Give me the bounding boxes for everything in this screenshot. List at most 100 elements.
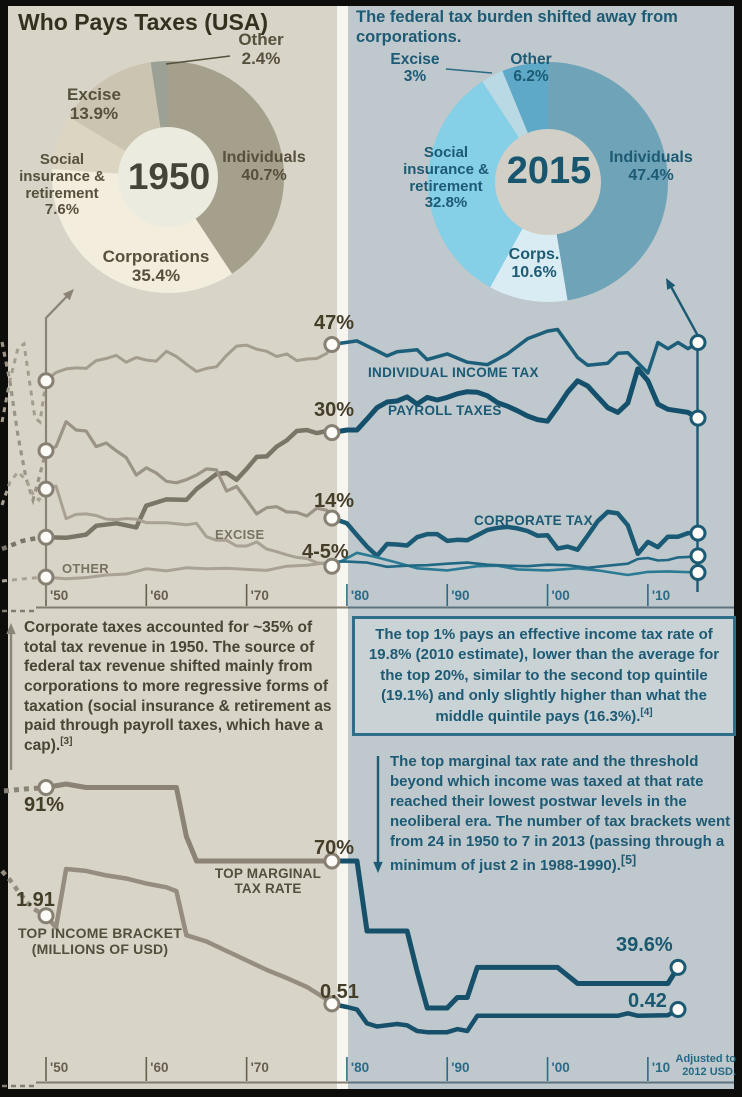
value-marginal-1980: 70%	[314, 837, 355, 859]
data-marker	[669, 1001, 687, 1018]
page-title: Who Pays Taxes (USA)	[18, 9, 269, 35]
axis-tick-label: '00	[551, 588, 570, 603]
line-corporate-tax-pre1980	[45, 420, 334, 519]
axis-tick-label: '10	[651, 1060, 671, 1075]
line-other-pre1980	[45, 560, 333, 581]
pie1950-year-label: 1950	[127, 156, 211, 197]
pie-slice-social-insurance-retirement	[427, 81, 548, 288]
pie2015-corps-label: Corps. 10.6%	[508, 246, 560, 281]
value-bracket-1950: 1.91	[16, 889, 55, 911]
pie2015-year-label: 2015	[506, 150, 592, 192]
data-marker	[669, 958, 687, 976]
data-marker	[37, 568, 55, 586]
pie-hole	[118, 127, 218, 227]
axis-tick-label: '90	[451, 1060, 470, 1075]
axis-tick-label: '50	[50, 1060, 69, 1075]
arrowhead-icon	[373, 861, 383, 873]
line-top-marginal-tax-rate-post1980	[331, 858, 681, 1011]
pre1950-dashed-stub	[3, 785, 41, 794]
highlight-box-top1pct: The top 1% pays an effective income tax …	[352, 616, 736, 737]
era-divider	[337, 6, 348, 1089]
right-panel-title: The federal tax burden shifted away from…	[356, 8, 678, 47]
data-marker	[37, 528, 55, 546]
note-top-marginal-rate: The top marginal tax rate and the thresh…	[390, 753, 731, 874]
data-marker	[37, 372, 55, 390]
data-marker	[37, 442, 55, 460]
value-marginal-1950: 91%	[24, 794, 65, 816]
data-marker	[323, 336, 341, 353]
line-top-marginal-tax-rate-pre1980	[45, 781, 332, 864]
pie1950-individuals-label: Individuals 40.7%	[222, 149, 306, 184]
pie-hole	[495, 129, 601, 235]
line-excise-pre1980	[45, 484, 333, 568]
pie2015-individuals-label: Individuals 47.4%	[609, 149, 693, 184]
data-marker	[689, 564, 707, 581]
arrowhead-icon	[6, 623, 16, 635]
pie1950-social-label: Social insurance & retirement 7.6%	[19, 151, 105, 219]
line-payroll-taxes-pre1980	[45, 427, 333, 541]
series-label-individual-income-tax: INDIVIDUAL INCOME TAX	[368, 365, 539, 380]
line-individual-income-tax-pre1980	[45, 343, 334, 382]
series-label-other: OTHER	[62, 561, 109, 576]
pie-slice-individuals	[548, 62, 668, 301]
value-marginal-2013: 39.6%	[616, 934, 673, 956]
axis-tick-label: '80	[350, 588, 370, 603]
data-marker	[323, 557, 341, 575]
axis-tick-label: '80	[350, 1060, 370, 1075]
axis-tick-label: '00	[551, 1060, 570, 1075]
arrowhead-icon	[666, 278, 676, 290]
axis-tick-label: '50	[50, 588, 69, 603]
value-bracket-2013: 0.42	[628, 990, 667, 1012]
series-label-top-income-bracket: TOP INCOME BRACKET (MILLIONS OF USD)	[17, 925, 183, 957]
note-corporate-taxes: Corporate taxes accounted for ~35% of to…	[24, 619, 332, 755]
data-marker	[37, 779, 55, 796]
data-marker	[37, 907, 55, 925]
axis-tick-label: '90	[451, 588, 470, 603]
pre1950-dashed-stub	[1, 534, 47, 552]
pie2015-excise-label: Excise 3%	[390, 51, 440, 86]
value-payroll-1980: 30%	[314, 399, 355, 421]
axis-tick-label: '10	[651, 588, 671, 603]
line-excise-post1980	[331, 551, 699, 577]
series-label-top-marginal: TOP MARGINAL TAX RATE	[214, 866, 322, 897]
callout-excise-2015	[445, 68, 493, 74]
line-other-post1980	[331, 554, 699, 570]
pie1950-corporations-label: Corporations 35.4%	[102, 247, 210, 286]
line-individual-income-tax-post1980	[331, 327, 699, 375]
axis-tick-label: '70	[250, 588, 269, 603]
pie1950-excise-label: Excise 13.9%	[67, 85, 121, 124]
line-top-income-bracket-millions-of-usd--pre1980	[44, 866, 334, 1006]
pie2015-other-label: Other 6.2%	[510, 51, 552, 86]
series-label-payroll-taxes: PAYROLL TAXES	[388, 403, 502, 418]
line-payroll-taxes-post1980	[331, 366, 700, 436]
axis-tick-label: '70	[250, 1060, 269, 1075]
value-excise-other-1980: 4-5%	[302, 541, 349, 563]
pre1950-dashed-stub	[0, 469, 48, 506]
data-marker	[689, 547, 707, 565]
data-marker	[689, 334, 707, 351]
data-marker	[689, 409, 707, 427]
axis-tick-label: '60	[150, 588, 169, 603]
pre1950-dashed-stub	[0, 341, 48, 506]
value-individual-1980: 47%	[314, 312, 355, 334]
pre1950-dashed-stub	[1, 575, 47, 583]
pie1950-other-label: Other 2.4%	[238, 30, 284, 69]
pre1950-dashed-stub	[0, 869, 44, 916]
line-top-income-bracket-millions-of-usd--post1980	[331, 1001, 680, 1035]
axis-tick-label: '60	[150, 1060, 169, 1075]
pie2015-social-label: Social insurance & retirement 32.8%	[403, 144, 489, 212]
adjusted-usd-note: Adjusted to 2012 USD.	[675, 1053, 737, 1078]
data-marker	[323, 995, 341, 1013]
series-label-corporate-tax: CORPORATE TAX	[474, 513, 593, 528]
data-marker	[37, 480, 55, 498]
data-marker	[323, 852, 341, 870]
data-marker	[689, 524, 707, 542]
line-corporate-tax-post1980	[331, 509, 698, 559]
series-label-excise: EXCISE	[215, 527, 265, 542]
arrowhead-icon	[63, 289, 74, 301]
pre1950-dashed-stub	[0, 341, 48, 425]
data-marker	[323, 509, 341, 527]
value-bracket-1980: 0.51	[320, 981, 359, 1003]
